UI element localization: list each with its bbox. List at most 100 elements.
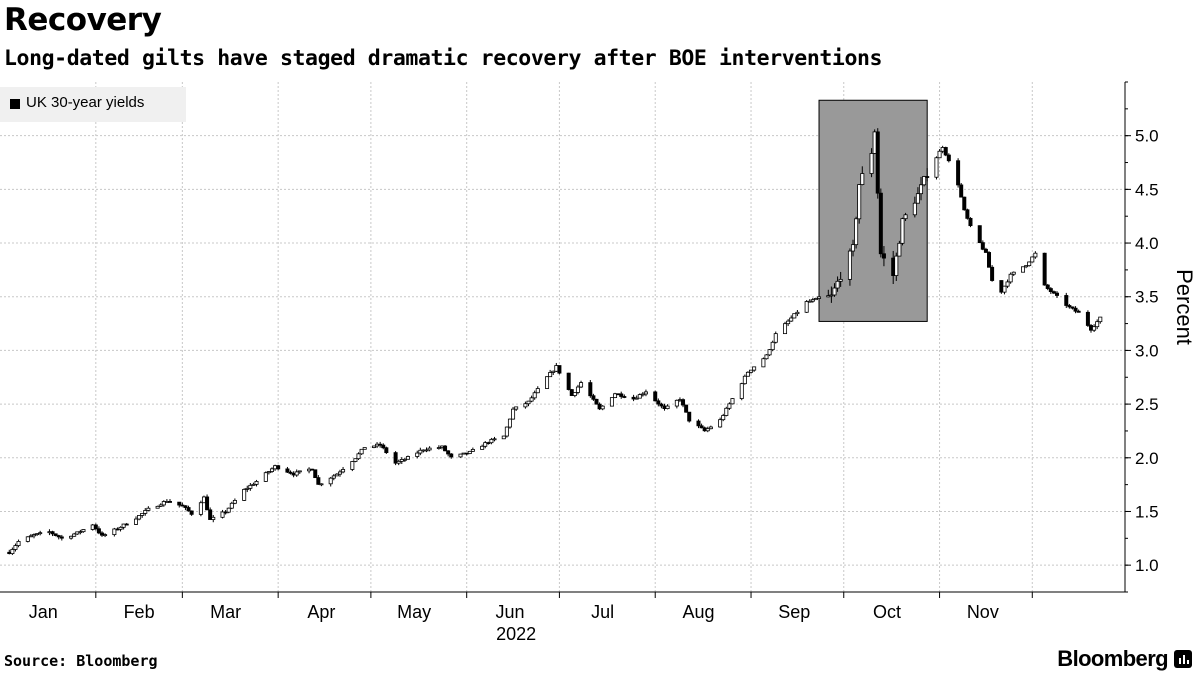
candle-body <box>251 483 256 486</box>
candle-body <box>158 504 163 507</box>
candle <box>786 319 791 327</box>
candle-body <box>313 469 318 479</box>
candle-body <box>118 526 123 530</box>
candle-body <box>288 471 293 474</box>
candle-body <box>220 511 225 518</box>
candle-body <box>708 426 713 430</box>
candle-body <box>31 534 36 537</box>
candle <box>402 457 407 463</box>
y-tick-label: 2.0 <box>1135 449 1159 468</box>
candle-body <box>956 160 961 186</box>
candle-body <box>427 447 432 451</box>
y-tick-label: 1.0 <box>1135 556 1159 575</box>
candle <box>847 248 852 286</box>
candle-body <box>1076 310 1081 313</box>
candle-body <box>161 501 166 506</box>
candle <box>205 494 210 511</box>
candle <box>767 349 772 357</box>
candle-body <box>838 278 843 282</box>
candle <box>925 168 930 182</box>
candle-body <box>1048 288 1053 293</box>
y-tick-label: 2.5 <box>1135 395 1159 414</box>
candle-body <box>177 501 182 506</box>
candle <box>158 503 163 507</box>
candle-body <box>143 510 148 514</box>
candle <box>514 406 519 411</box>
candle-body <box>396 460 401 464</box>
candle-body <box>894 255 899 276</box>
candle-body <box>99 532 104 536</box>
candle <box>804 300 809 313</box>
candle <box>483 441 488 449</box>
candle <box>659 402 664 409</box>
candle <box>792 313 797 319</box>
candle-body <box>93 524 98 530</box>
candle <box>579 380 584 389</box>
candle-body <box>656 400 661 405</box>
candle <box>449 453 454 459</box>
candle-body <box>112 528 117 536</box>
candle <box>285 466 290 473</box>
candle-body <box>977 225 982 244</box>
candle <box>405 455 410 460</box>
candle <box>708 425 713 430</box>
candle-body <box>356 453 361 460</box>
candle <box>1098 316 1103 324</box>
source-note: Source: Bloomberg <box>4 652 158 670</box>
candle <box>143 508 148 516</box>
candle-body <box>925 176 930 178</box>
candle <box>681 398 686 408</box>
candle-body <box>545 376 550 389</box>
candle-body <box>810 299 815 302</box>
candle-body <box>10 549 15 555</box>
candle <box>813 297 818 301</box>
candle-body <box>851 244 856 252</box>
candle <box>789 315 794 322</box>
candle-body <box>532 392 537 399</box>
candle <box>350 460 355 472</box>
candle <box>183 505 188 511</box>
candle-body <box>232 500 237 504</box>
candle-body <box>486 442 491 445</box>
candle-body <box>557 365 562 374</box>
candle-body <box>446 450 451 455</box>
candle-body <box>1008 273 1013 283</box>
candle <box>242 488 247 501</box>
candle-body <box>829 294 834 297</box>
candle-body <box>1095 321 1100 328</box>
candle-body <box>807 300 812 303</box>
candle <box>851 239 856 257</box>
candle <box>50 530 55 537</box>
candle <box>427 446 432 452</box>
candle <box>622 394 627 399</box>
candle-body <box>504 426 509 437</box>
candle <box>81 529 86 533</box>
candle <box>1085 310 1090 327</box>
candle <box>1064 292 1069 308</box>
candle <box>637 393 642 399</box>
candle <box>724 406 729 417</box>
candle-body <box>480 445 485 450</box>
candle <box>860 166 865 186</box>
candle-body <box>594 398 599 405</box>
candle-body <box>103 534 108 537</box>
candle-body <box>835 280 840 289</box>
candle-body <box>511 408 516 420</box>
y-tick-label: 4.0 <box>1135 234 1159 253</box>
candle <box>467 450 472 455</box>
candle-body <box>739 383 744 399</box>
candle <box>875 128 880 199</box>
candle <box>545 376 550 389</box>
candle <box>1095 319 1100 330</box>
candle <box>112 527 117 537</box>
candle <box>1055 291 1060 298</box>
candle-body <box>724 407 729 416</box>
candle <box>511 406 516 420</box>
candle-body <box>16 541 21 546</box>
candle-body <box>637 394 642 399</box>
candle <box>783 321 788 335</box>
candle <box>53 533 58 537</box>
x-tick-label: Jan <box>29 602 58 622</box>
candle-body <box>640 393 645 396</box>
candle <box>96 526 101 535</box>
